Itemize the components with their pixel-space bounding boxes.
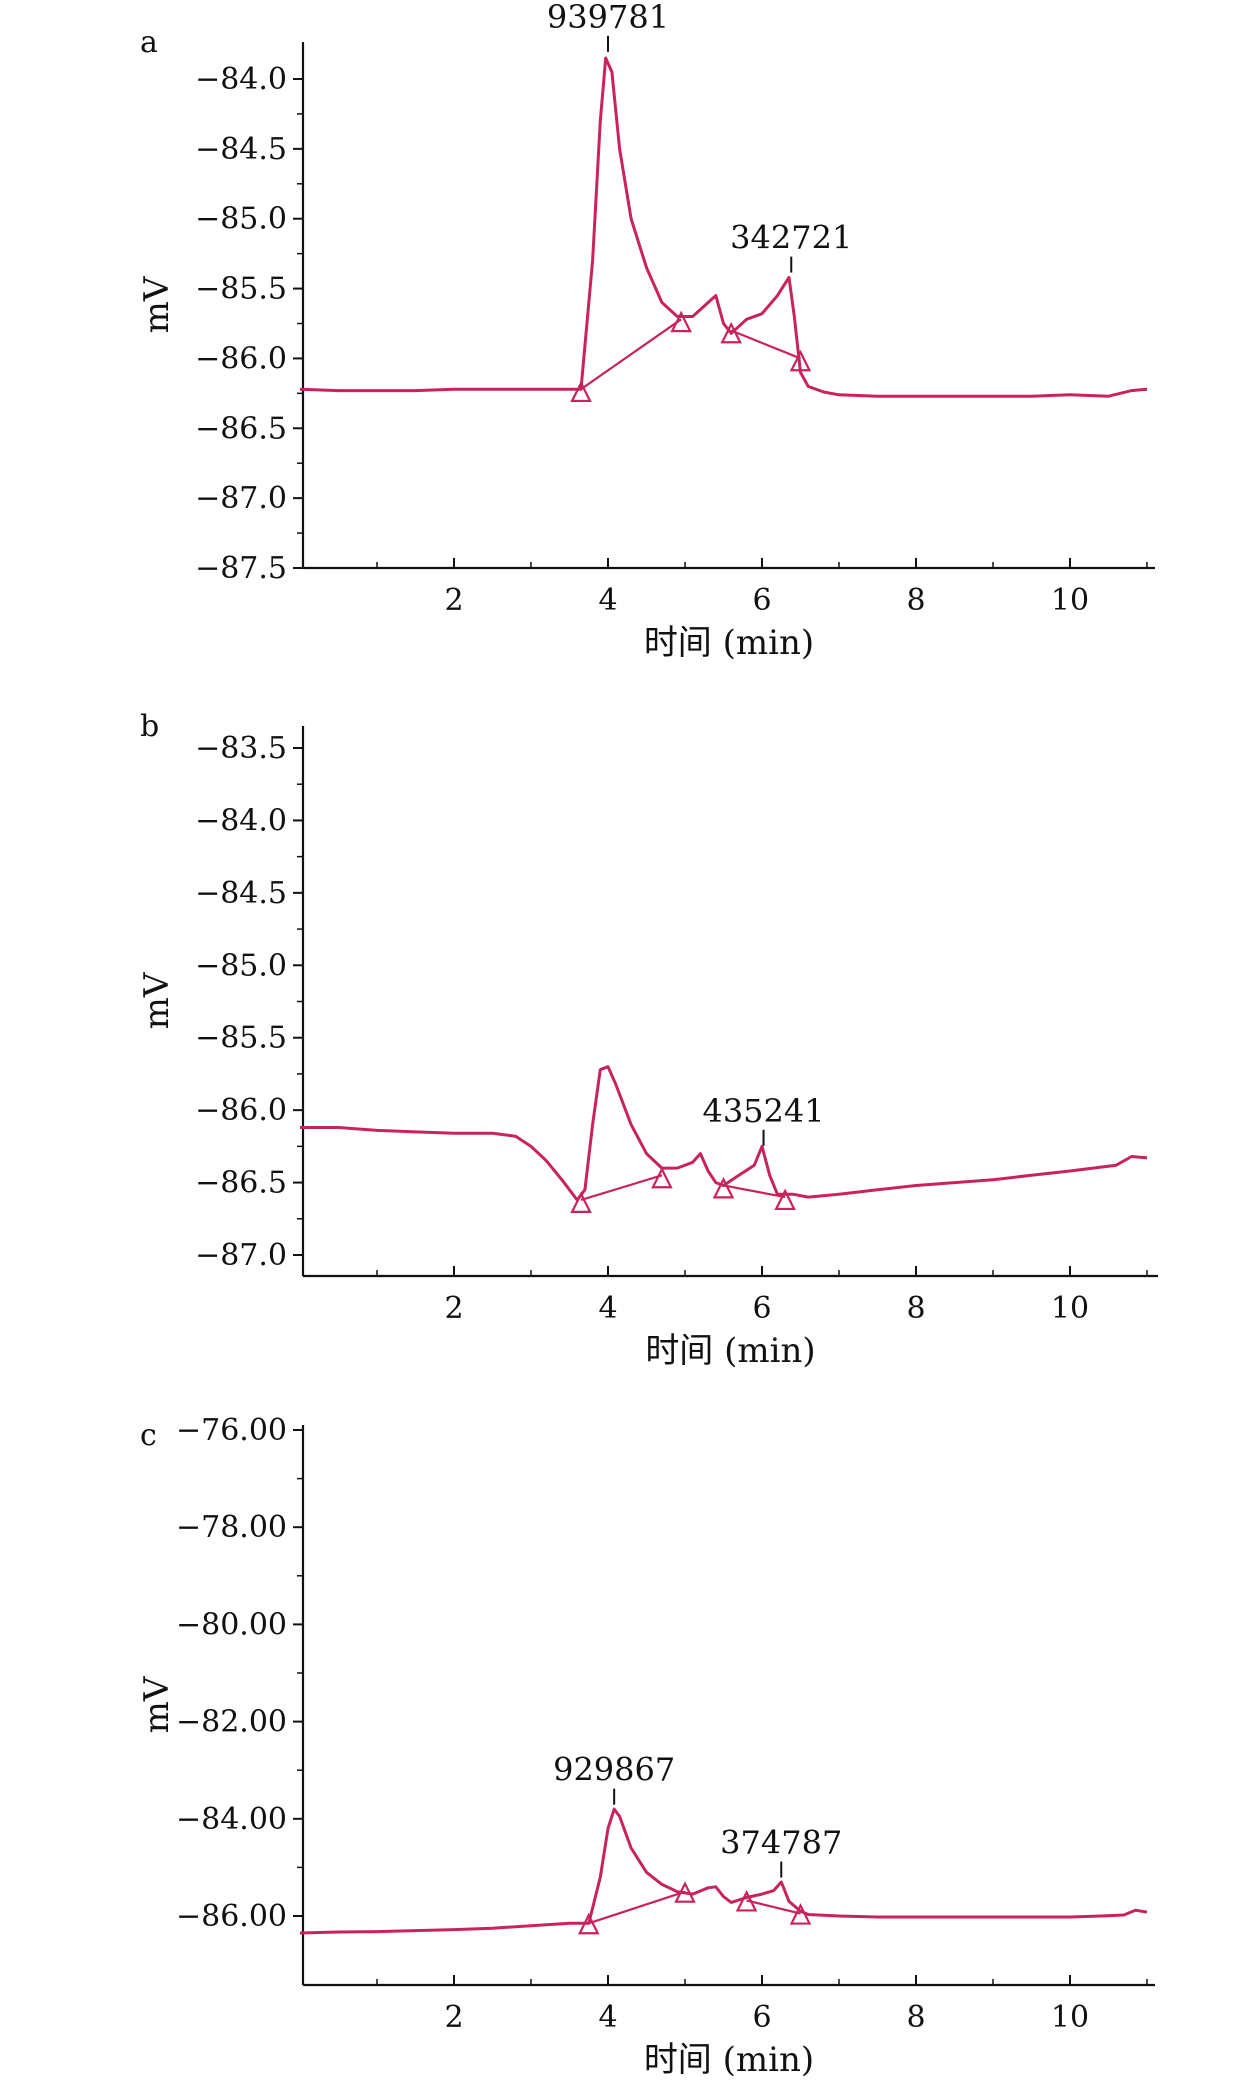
- chart-panel-c: −76.00 −78.00 −80.00 −82.00 −84.00 −86.00 2 4 6 8…: [137, 1413, 1155, 2080]
- y-tick-label: −84.5: [195, 132, 287, 167]
- chart-panel-a: −84.0 −84.5 −85.0 −85.5 −86.0 −86.5 −87.0 −87.5…: [137, 0, 1155, 663]
- peak-boundary-marker: [570, 380, 592, 403]
- y-tick-label: −80.00: [176, 1607, 287, 1642]
- peak-boundary-marker: [674, 1881, 696, 1903]
- peak-boundary-marker: [720, 321, 742, 344]
- y-tick-label: −84.0: [195, 62, 287, 97]
- y-tick-label: −87.0: [195, 1238, 287, 1273]
- peak-area-label: 939781: [547, 0, 669, 36]
- x-tick-label: 2: [444, 2000, 463, 2035]
- y-tick-label: −86.0: [195, 341, 287, 376]
- x-tick-label: 6: [752, 1291, 771, 1326]
- peak-area-label: 342721: [730, 219, 852, 257]
- chromatogram-trace: [299, 1807, 1148, 1935]
- y-tick-label: −78.00: [176, 1510, 287, 1545]
- x-tick-label: 10: [1051, 583, 1089, 618]
- y-tick-label: −86.00: [176, 1899, 287, 1934]
- integration-baseline: [723, 1184, 786, 1199]
- x-axis-title: 时间 (min): [644, 2040, 814, 2080]
- y-tick-label: −85.5: [195, 1021, 287, 1056]
- peak-area-label: 374787: [720, 1824, 842, 1862]
- x-axis-title: 时间 (min): [644, 623, 814, 663]
- y-tick-label: −84.5: [195, 876, 287, 911]
- y-tick-label: −85.5: [195, 272, 287, 307]
- panel-label: c: [140, 1418, 157, 1453]
- y-tick-label: −85.0: [195, 202, 287, 237]
- peak-boundary-marker: [670, 310, 692, 333]
- y-tick-label: −76.00: [176, 1413, 287, 1448]
- y-tick-label: −84.00: [176, 1802, 287, 1837]
- peak-area-label: 435241: [702, 1092, 824, 1130]
- y-tick-label: −86.0: [195, 1093, 287, 1128]
- integration-baseline: [580, 1174, 663, 1202]
- peak-area-label: 929867: [553, 1751, 675, 1789]
- chromatogram-trace: [300, 1065, 1148, 1202]
- integration-baseline: [730, 329, 801, 360]
- x-tick-label: 8: [906, 1291, 925, 1326]
- y-tick-label: −82.00: [176, 1705, 287, 1740]
- x-tick-label: 10: [1051, 1291, 1089, 1326]
- x-axis-title: 时间 (min): [645, 1331, 815, 1371]
- y-axis-title: mV: [137, 1675, 177, 1733]
- peak-boundary-marker: [735, 1889, 758, 1912]
- chart-panel-b: −83.5 −84.0 −84.5 −85.0 −85.5 −86.0 −86.5 −87.0…: [137, 709, 1158, 1371]
- y-tick-label: −83.5: [195, 731, 287, 766]
- integration-baseline: [746, 1899, 801, 1915]
- peak-boundary-marker: [774, 1188, 796, 1211]
- peak-boundary-marker: [789, 349, 812, 372]
- panel-label: a: [140, 25, 158, 60]
- panel-label: b: [140, 709, 159, 744]
- x-tick-label: 4: [598, 1291, 617, 1326]
- y-tick-label: −84.0: [195, 803, 287, 838]
- peak-boundary-marker: [577, 1912, 600, 1935]
- x-tick-label: 6: [752, 583, 771, 618]
- x-tick-label: 6: [752, 2000, 771, 2035]
- x-tick-label: 4: [598, 583, 617, 618]
- chromatogram-trace: [299, 56, 1148, 398]
- x-tick-label: 4: [598, 2000, 617, 2035]
- y-tick-label: −85.0: [195, 948, 287, 983]
- y-tick-label: −87.0: [195, 481, 287, 516]
- x-tick-label: 8: [906, 2000, 925, 2035]
- y-tick-label: −86.5: [195, 1166, 287, 1201]
- x-tick-label: 2: [444, 1291, 463, 1326]
- x-tick-label: 2: [444, 583, 463, 618]
- y-axis-title: mV: [137, 971, 177, 1029]
- x-tick-label: 10: [1051, 2000, 1089, 2035]
- integration-baseline: [580, 318, 682, 391]
- y-axis-title: mV: [137, 275, 177, 333]
- y-tick-label: −87.5: [195, 551, 287, 586]
- peak-boundary-marker: [570, 1191, 592, 1213]
- y-tick-label: −86.5: [195, 411, 287, 446]
- peak-boundary-marker: [712, 1176, 735, 1199]
- integration-baseline: [588, 1890, 686, 1925]
- x-tick-label: 8: [906, 583, 925, 618]
- peak-boundary-marker: [651, 1166, 673, 1189]
- peak-boundary-marker: [789, 1903, 812, 1925]
